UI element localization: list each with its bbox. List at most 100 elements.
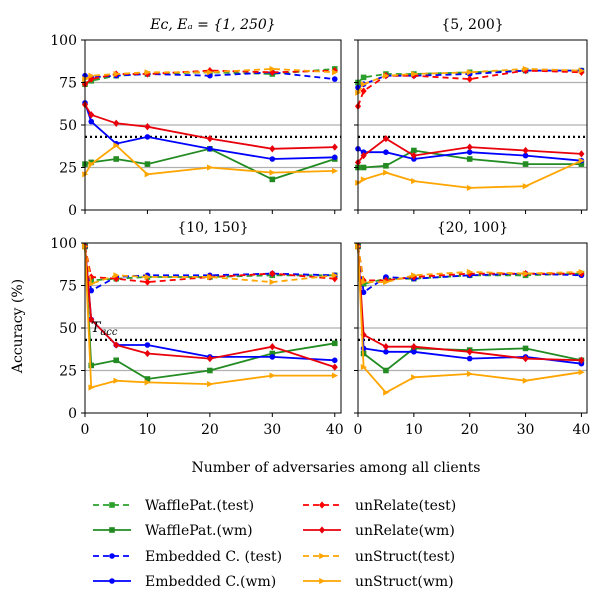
data-point [466,370,474,377]
y-tick-label: 0 [68,203,77,219]
data-point [269,354,276,360]
legend-item-unrelate-test: unRelate(test) [303,498,456,514]
legend-label: Embedded C.(wm) [145,574,276,590]
x-tick-label: 30 [517,422,535,438]
data-point [578,157,585,164]
data-point [466,149,473,155]
panel-title: {5, 200} [441,17,503,33]
series-unrelate-wm [354,242,585,364]
legend: WafflePat.(test) unRelate(test) WafflePat.… [93,498,456,590]
legend-marker [319,552,326,560]
series-unrelate-wm [81,100,338,153]
panel-1: Eᴄ, Eₐ = {1, 250} 0 25 50 75 100 [50,17,342,219]
data-point [144,273,151,281]
data-point [331,372,339,379]
data-point [269,65,276,72]
data-point [88,315,95,324]
panel-title: {20, 100} [437,220,508,236]
data-point [466,348,473,356]
data-point [144,70,151,78]
data-point [269,176,276,183]
data-point [360,151,367,160]
legend-label: unStruct(test) [355,549,455,565]
y-tick-label: 0 [68,406,77,422]
data-point [522,183,529,190]
data-point [144,278,151,286]
data-point [88,72,95,79]
data-point [88,118,95,125]
data-point [113,341,120,349]
x-tick-label: 0 [81,422,90,438]
series-unstruct-wm [82,142,339,178]
series-line [84,246,335,293]
data-point [360,74,367,81]
legend-item-embedded-c-wm: Embedded C.(wm) [93,574,276,590]
data-point [383,169,390,176]
legend-marker [318,526,326,534]
series-line [84,147,336,181]
x-tick-label: 10 [405,422,423,438]
panel-title: {10, 150} [177,220,248,236]
panel-4: {20, 100} 0 10 20 30 40 [354,220,591,438]
x-tick-label: 20 [201,422,219,438]
data-point [383,349,389,355]
series-unstruct-wm [82,243,339,391]
y-tick-label: 25 [59,161,77,177]
data-point [411,178,418,185]
data-point [113,156,120,162]
data-point [113,70,120,78]
y-tick-label: 75 [59,279,77,295]
data-point [331,357,338,364]
y-tick-label: 50 [59,321,77,337]
data-point [466,69,474,76]
series-wafflepat-wm [355,147,585,171]
legend-marker [109,502,115,508]
x-tick-label: 10 [139,422,157,438]
data-point [269,343,276,351]
data-point [206,66,213,75]
data-point [207,146,213,152]
legend-item-embedded-c-test: Embedded C. (test) [93,549,282,565]
data-point [578,67,585,74]
x-tick-label: 20 [461,422,479,438]
series-unstruct-test [355,65,585,96]
series-embedded-c-wm [82,243,338,364]
panel-title: Eᴄ, Eₐ = {1, 250} [149,17,275,33]
data-point [331,143,338,151]
data-point [383,72,390,79]
series-line [84,246,335,362]
data-point [382,343,390,351]
data-point [522,65,529,72]
data-point [522,152,529,159]
data-point [144,349,151,358]
series-line [357,246,582,285]
data-point [269,372,276,379]
x-tick-label: 30 [263,422,281,438]
x-axis-label: Number of adversaries among all clients [192,460,481,476]
data-point [466,268,474,275]
data-point [522,354,529,363]
data-point [207,381,214,388]
threshold-label-subscript: acc [100,327,118,338]
data-point [383,389,390,396]
data-point [113,377,120,384]
data-point [466,184,474,191]
data-point [578,268,585,275]
x-tick-label: 0 [354,422,363,438]
data-point [383,163,389,169]
data-point [113,272,120,279]
legend-marker [109,553,115,559]
legend-label: WafflePat.(test) [145,498,254,514]
data-point [522,161,529,167]
y-tick-label: 100 [50,33,77,49]
threshold-label: Tacc [91,320,118,338]
data-point [144,161,151,167]
data-point [578,369,585,376]
data-point [206,354,213,363]
data-point [331,167,339,174]
data-point [88,161,95,168]
data-point [522,270,529,277]
data-point [360,176,367,183]
data-point [522,345,529,352]
